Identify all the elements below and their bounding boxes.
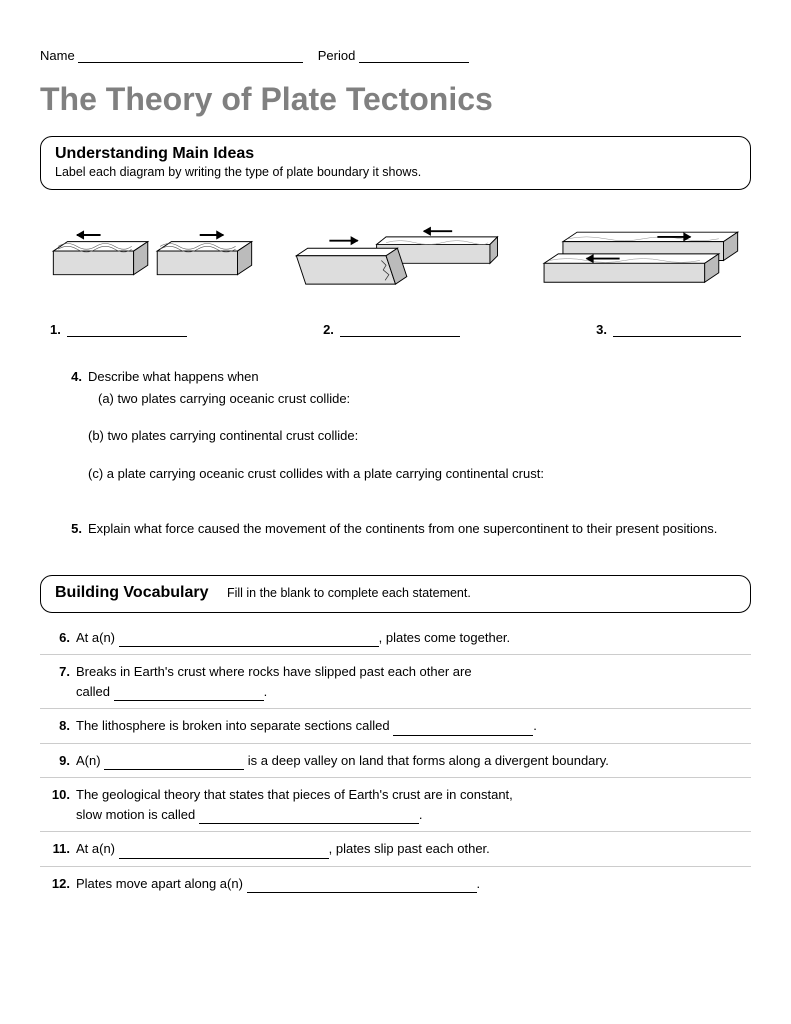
- section2-instruction: Fill in the blank to complete each state…: [227, 586, 471, 600]
- diagram-1: [40, 218, 265, 308]
- period-label: Period: [318, 48, 356, 63]
- vocab-body: At a(n) , plates slip past each other.: [76, 839, 751, 859]
- vocab-num: 6.: [40, 628, 70, 648]
- diagram-label-3: 3.: [596, 322, 741, 337]
- diagram-2: [283, 218, 508, 308]
- diagram-3: [526, 218, 751, 308]
- vocab-num: 10.: [40, 785, 70, 805]
- dlabel-1-num: 1.: [50, 322, 61, 337]
- name-label: Name: [40, 48, 75, 63]
- q5-num: 5.: [58, 519, 82, 539]
- q4-body: Describe what happens when (a) two plate…: [88, 367, 751, 501]
- vocab-item: 11. At a(n) , plates slip past each other…: [40, 832, 751, 867]
- vocab-blank[interactable]: [247, 880, 477, 893]
- vocab-blank[interactable]: [119, 846, 329, 859]
- question-5: 5. Explain what force caused the movemen…: [58, 519, 751, 539]
- q4-c: (c) a plate carrying oceanic crust colli…: [88, 464, 751, 484]
- vocab-body: A(n) is a deep valley on land that forms…: [76, 751, 751, 771]
- q4-num: 4.: [58, 367, 82, 501]
- vocab-blank[interactable]: [393, 723, 533, 736]
- dlabel-2-num: 2.: [323, 322, 334, 337]
- vocab-item: 8. The lithosphere is broken into separat…: [40, 709, 751, 744]
- vocab-item: 7. Breaks in Earth's crust where rocks ha…: [40, 655, 751, 709]
- q4-a: (a) two plates carrying oceanic crust co…: [98, 389, 751, 409]
- question-4: 4. Describe what happens when (a) two pl…: [58, 367, 751, 501]
- diagram-label-1: 1.: [50, 322, 187, 337]
- vocab-body: The geological theory that states that p…: [76, 785, 751, 824]
- section-vocabulary: Building Vocabulary Fill in the blank to…: [40, 575, 751, 613]
- vocab-blank[interactable]: [104, 757, 244, 770]
- vocab-item: 6. At a(n) , plates come together.: [40, 621, 751, 656]
- section1-heading: Understanding Main Ideas: [55, 145, 254, 162]
- section-main-ideas: Understanding Main Ideas Label each diag…: [40, 136, 751, 190]
- vocab-blank[interactable]: [199, 811, 419, 824]
- vocab-item: 10. The geological theory that states tha…: [40, 778, 751, 832]
- vocab-num: 8.: [40, 716, 70, 736]
- diagram-3-blank[interactable]: [613, 324, 741, 337]
- diagram-1-blank[interactable]: [67, 324, 187, 337]
- vocab-item: 12. Plates move apart along a(n) .: [40, 867, 751, 901]
- q5-text: Explain what force caused the movement o…: [88, 519, 751, 539]
- vocab-body: Breaks in Earth's crust where rocks have…: [76, 662, 751, 701]
- header-line: Name Period: [40, 48, 751, 63]
- q4-b: (b) two plates carrying continental crus…: [88, 426, 751, 446]
- dlabel-3-num: 3.: [596, 322, 607, 337]
- questions-block: 4. Describe what happens when (a) two pl…: [58, 367, 751, 539]
- section2-heading: Building Vocabulary: [55, 584, 209, 601]
- vocab-body: At a(n) , plates come together.: [76, 628, 751, 648]
- vocab-num: 9.: [40, 751, 70, 771]
- worksheet-page: Name Period The Theory of Plate Tectonic…: [0, 0, 791, 920]
- diagram-label-2: 2.: [323, 322, 460, 337]
- page-title: The Theory of Plate Tectonics: [40, 81, 751, 118]
- diagram-2-blank[interactable]: [340, 324, 460, 337]
- section1-instruction: Label each diagram by writing the type o…: [55, 165, 736, 179]
- vocab-item: 9. A(n) is a deep valley on land that for…: [40, 744, 751, 779]
- vocab-body: Plates move apart along a(n) .: [76, 874, 751, 894]
- diagram-row: [40, 218, 751, 308]
- vocab-num: 7.: [40, 662, 70, 682]
- vocab-blank[interactable]: [114, 688, 264, 701]
- diagram-labels-row: 1. 2. 3.: [50, 322, 741, 337]
- vocab-body: The lithosphere is broken into separate …: [76, 716, 751, 736]
- vocab-list: 6. At a(n) , plates come together. 7. Break…: [40, 621, 751, 901]
- vocab-num: 11.: [40, 839, 70, 859]
- vocab-num: 12.: [40, 874, 70, 894]
- period-blank[interactable]: [359, 50, 469, 63]
- q4-lead: Describe what happens when: [88, 369, 259, 384]
- vocab-blank[interactable]: [119, 634, 379, 647]
- name-blank[interactable]: [78, 50, 303, 63]
